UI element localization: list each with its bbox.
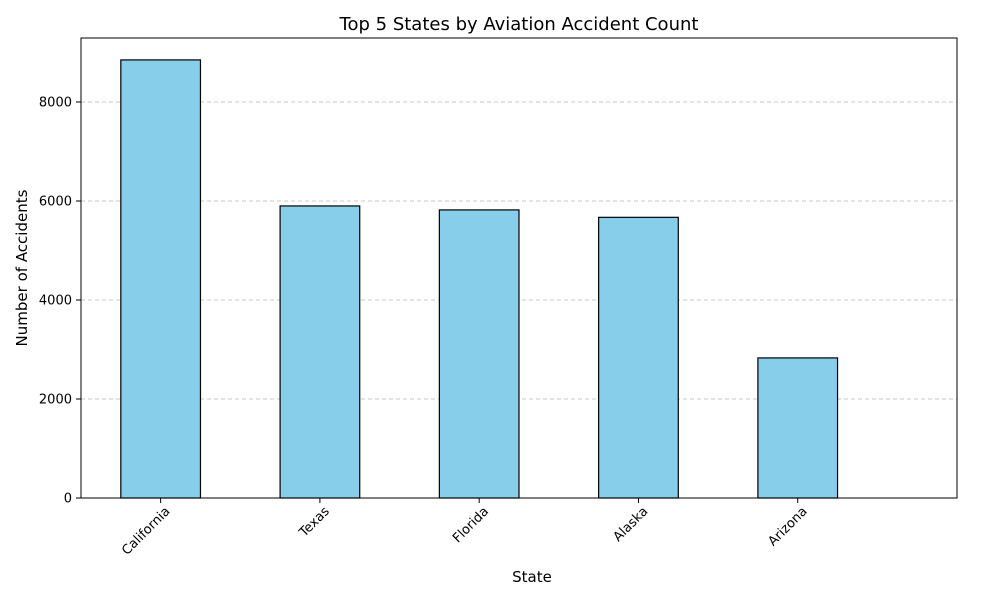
bar-alaska — [598, 216, 679, 499]
y-ticks: 0 2000 4000 6000 8000 — [39, 96, 81, 507]
y-tick-label: 4000 — [39, 294, 72, 309]
y-tick-label: 6000 — [39, 195, 72, 210]
y-tick-label: 0 — [64, 492, 72, 507]
bars-layer — [120, 59, 839, 499]
axes-layer — [80, 37, 958, 499]
plot-frame — [80, 37, 958, 499]
bar-california — [120, 59, 202, 499]
y-axis-label: Number of Accidents — [13, 189, 31, 346]
y-tick-label: 2000 — [39, 393, 72, 408]
x-tick-label: Alaska — [611, 504, 652, 545]
x-tick-label: California — [119, 504, 173, 558]
y-tick-label: 8000 — [39, 96, 72, 111]
bar-florida — [438, 209, 520, 499]
chart-title: Top 5 States by Aviation Accident Count — [339, 14, 699, 35]
bar-texas — [279, 205, 361, 499]
x-tick-label: Arizona — [765, 504, 810, 549]
x-tick-label: Florida — [450, 504, 492, 546]
bar-arizona — [757, 357, 839, 499]
x-ticks: California Texas Florida Alaska Arizona — [119, 498, 811, 558]
x-tick-label: Texas — [296, 504, 333, 541]
x-axis-label: State — [512, 568, 552, 586]
